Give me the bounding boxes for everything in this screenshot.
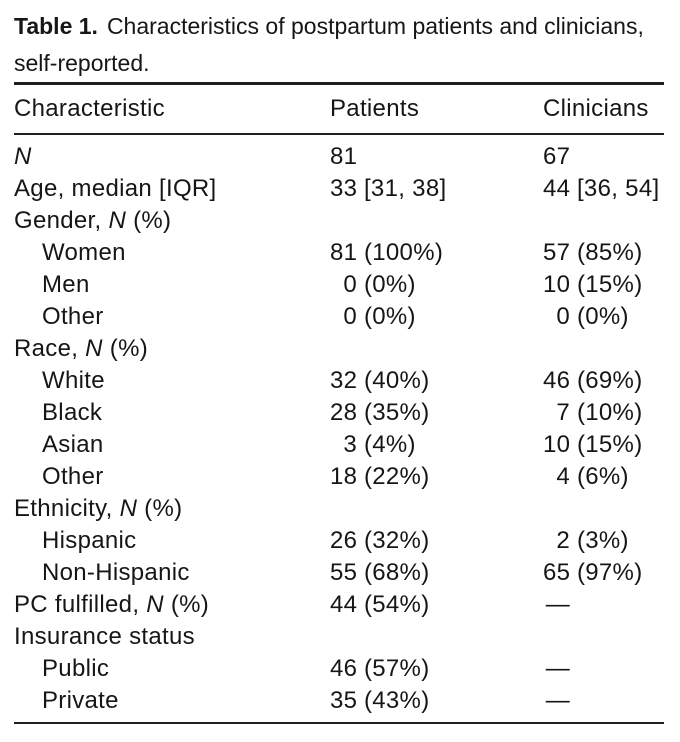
row-label: Other (42, 463, 104, 490)
table-caption: Table 1. Characteristics of postpartum pa… (14, 8, 664, 82)
caption-line-2: self-reported. (14, 50, 150, 76)
patients-value: 26 (32%) (330, 527, 430, 554)
row-label: Hispanic (42, 527, 137, 554)
clinicians-value (543, 493, 664, 525)
row-label: Public (42, 655, 110, 682)
row-label: Age, median [IQR] (14, 175, 217, 202)
patients-value: 3 (4%) (343, 431, 416, 458)
patients-value: 44 (54%) (330, 591, 430, 618)
table-row: Other 18 (22%) 4 (6%) (14, 461, 664, 493)
clinicians-value: 0 (0%) (556, 303, 629, 330)
clinicians-value: — (545, 687, 570, 714)
patients-value: 0 (0%) (343, 271, 416, 298)
characteristics-table: Characteristic Patients Clinicians N 81 67… (14, 82, 664, 724)
table-row: N 81 67 (14, 141, 664, 173)
table-row: Other 0 (0%) 0 (0%) (14, 301, 664, 333)
table-row: Non-Hispanic 55 (68%) 65 (97%) (14, 557, 664, 589)
row-label: Asian (42, 431, 104, 458)
patients-value: 32 (40%) (330, 367, 430, 394)
row-label: PC fulfilled, N (%) (14, 591, 210, 618)
row-label: Non-Hispanic (42, 559, 190, 586)
table-row: Gender, N (%) (14, 205, 664, 237)
patients-value: 33 [31, 38] (330, 175, 447, 202)
clinicians-value: — (545, 655, 570, 682)
clinicians-value: — (545, 591, 570, 618)
patients-value: 55 (68%) (330, 559, 430, 586)
clinicians-value (543, 205, 664, 237)
table-row: Black 28 (35%) 7 (10%) (14, 397, 664, 429)
caption-text: Characteristics of postpartum patients a… (106, 13, 644, 39)
table-header-row: Characteristic Patients Clinicians (14, 85, 664, 135)
clinicians-value: 67 (543, 143, 571, 170)
table-row: Ethnicity, N (%) (14, 493, 664, 525)
row-label: N (14, 143, 32, 170)
clinicians-value: 10 (15%) (543, 431, 643, 458)
paper-table-figure: Table 1. Characteristics of postpartum pa… (14, 8, 664, 724)
patients-value: 81 (330, 143, 358, 170)
patients-value (330, 493, 543, 525)
table-row: Hispanic 26 (32%) 2 (3%) (14, 525, 664, 557)
table-body: N 81 67 Age, median [IQR] 33 [31, 38] 44 [36,… (14, 135, 664, 722)
clinicians-value: 2 (3%) (556, 527, 629, 554)
table-row: Age, median [IQR] 33 [31, 38] 44 [36, 54] (14, 173, 664, 205)
column-header-clinicians: Clinicians (543, 95, 649, 122)
row-label: Other (42, 303, 104, 330)
clinicians-value: 57 (85%) (543, 239, 643, 266)
patients-value: 0 (0%) (343, 303, 416, 330)
table-row: White 32 (40%) 46 (69%) (14, 365, 664, 397)
patients-value: 18 (22%) (330, 463, 430, 490)
table-row: Insurance status (14, 621, 664, 653)
patients-value: 35 (43%) (330, 687, 430, 714)
clinicians-value (543, 621, 664, 653)
patients-value (330, 333, 543, 365)
table-row: Men 0 (0%) 10 (15%) (14, 269, 664, 301)
clinicians-value: 10 (15%) (543, 271, 643, 298)
patients-value: 28 (35%) (330, 399, 430, 426)
clinicians-value: 4 (6%) (556, 463, 629, 490)
table-row: PC fulfilled, N (%) 44 (54%) — (14, 589, 664, 621)
table-row: Asian 3 (4%) 10 (15%) (14, 429, 664, 461)
patients-value (330, 205, 543, 237)
column-header-patients: Patients (330, 95, 420, 122)
row-label: Women (42, 239, 126, 266)
clinicians-value: 46 (69%) (543, 367, 643, 394)
clinicians-value (543, 333, 664, 365)
row-label: White (42, 367, 105, 394)
row-label: Black (42, 399, 103, 426)
row-label: Ethnicity, N (%) (14, 495, 183, 522)
clinicians-value: 65 (97%) (543, 559, 643, 586)
table-row: Women 81 (100%) 57 (85%) (14, 237, 664, 269)
row-label: Men (42, 271, 90, 298)
table-number: Table 1. (14, 13, 98, 39)
table-row: Race, N (%) (14, 333, 664, 365)
table-row: Public 46 (57%) — (14, 653, 664, 685)
clinicians-value: 44 [36, 54] (543, 175, 660, 202)
row-label: Insurance status (14, 623, 195, 650)
patients-value: 46 (57%) (330, 655, 430, 682)
row-label: Private (42, 687, 119, 714)
table-row: Private 35 (43%) — (14, 685, 664, 717)
row-label: Race, N (%) (14, 335, 149, 362)
patients-value: 81 (100%) (330, 239, 444, 266)
caption-line-1: Table 1. Characteristics of postpartum pa… (14, 8, 664, 45)
row-label: Gender, N (%) (14, 207, 172, 234)
column-header-characteristic: Characteristic (14, 95, 165, 122)
clinicians-value: 7 (10%) (556, 399, 643, 426)
patients-value (330, 621, 543, 653)
